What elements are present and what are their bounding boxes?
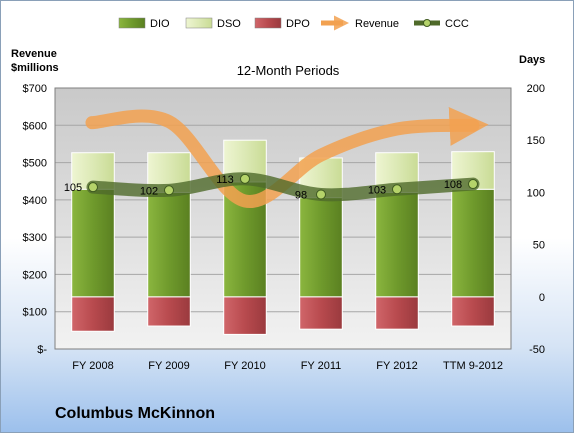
bar-dio: [71, 188, 115, 298]
right-axis-title: Days: [519, 54, 545, 66]
bar-dpo: [299, 296, 343, 330]
right-tick-label: 50: [533, 240, 545, 252]
ccc-point: [316, 189, 326, 200]
bar-dio: [299, 197, 343, 298]
bar-dio: [375, 191, 419, 298]
chart-title: 12-Month Periods: [237, 63, 340, 78]
plot-border: [54, 87, 512, 350]
ccc-data-label: 103: [368, 184, 386, 196]
left-tick-label: $400: [23, 195, 47, 207]
bar-dio: [147, 191, 191, 298]
left-axis-title-line2: $millions: [11, 62, 59, 74]
ccc-point: [392, 184, 402, 195]
legend-label-ccc: CCC: [445, 18, 469, 30]
right-tick-label: 0: [539, 292, 545, 304]
legend-label-revenue: Revenue: [355, 18, 399, 30]
legend-label-dio: DIO: [150, 18, 170, 30]
category-label: FY 2011: [301, 360, 342, 372]
bar-dio: [451, 188, 495, 298]
legend-label-dpo: DPO: [286, 18, 310, 30]
left-tick-label: $300: [23, 232, 47, 244]
legend-marker-ccc: [423, 19, 431, 27]
ccc-line: [86, 172, 480, 202]
bar-dpo: [71, 296, 115, 332]
left-axis-title-line1: Revenue: [11, 48, 57, 60]
legend: DIO DSO DPO Revenue CCC: [118, 15, 469, 31]
category-label: FY 2008: [72, 360, 113, 372]
ccc-data-label: 98: [295, 189, 307, 201]
ccc-point: [468, 179, 478, 190]
bar-dpo: [223, 296, 267, 335]
left-tick-label: $100: [23, 307, 47, 319]
bar-dpo: [451, 296, 495, 327]
left-tick-label: $-: [37, 344, 47, 356]
company-name: Columbus McKinnon: [55, 405, 215, 422]
legend-swatch-dso: [185, 17, 213, 29]
revenue-line: [85, 106, 489, 208]
right-tick-label: 150: [527, 135, 545, 147]
category-label: TTM 9-2012: [443, 360, 503, 372]
legend-swatch-dpo: [254, 17, 282, 29]
ccc-point: [164, 185, 174, 196]
left-tick-label: $200: [23, 269, 47, 281]
category-label: FY 2012: [376, 360, 417, 372]
right-tick-label: -50: [529, 344, 545, 356]
left-tick-label: $700: [23, 83, 47, 95]
ccc-data-label: 108: [444, 179, 462, 191]
ccc-point: [88, 182, 98, 193]
bar-dpo: [375, 296, 419, 330]
legend-swatch-dio: [118, 17, 146, 29]
category-label: FY 2010: [224, 360, 265, 372]
left-tick-label: $500: [23, 158, 47, 170]
bar-dpo: [147, 296, 191, 327]
right-tick-label: 200: [527, 83, 545, 95]
ccc-data-label: 105: [64, 182, 82, 194]
ccc-data-label: 102: [140, 185, 158, 197]
left-tick-label: $600: [23, 120, 47, 132]
legend-label-dso: DSO: [217, 18, 241, 30]
right-tick-label: 100: [527, 187, 545, 199]
category-label: FY 2009: [148, 360, 189, 372]
ccc-data-label: 113: [216, 174, 234, 186]
ccc-point: [240, 173, 250, 184]
